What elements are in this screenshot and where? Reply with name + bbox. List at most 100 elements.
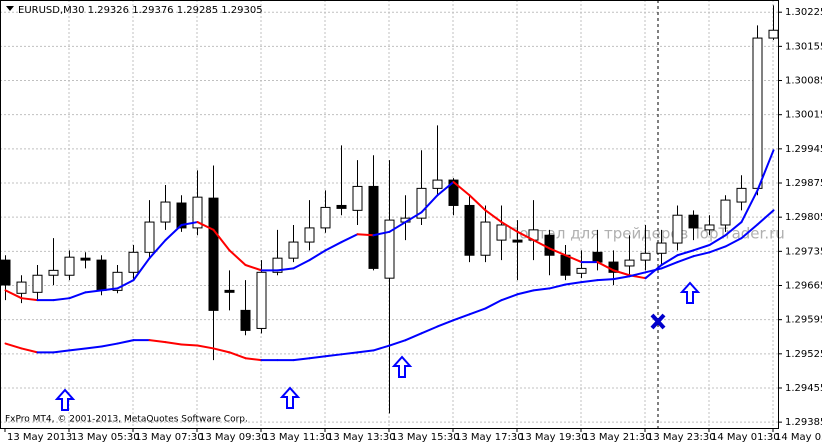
indicator-segment [660, 254, 679, 266]
y-tick-label: 1.29945 [785, 144, 822, 155]
indicator-segment [100, 287, 119, 292]
candle-body [256, 271, 267, 329]
indicator-segment [116, 339, 135, 345]
indicator-segment [180, 221, 199, 226]
indicator-segment [532, 287, 551, 292]
x-tick-label: 13 May 19:30 [519, 432, 588, 443]
indicator-segment [84, 345, 103, 350]
indicator-segment [196, 221, 215, 231]
indicator-segment [308, 355, 327, 360]
indicator-segment [52, 297, 71, 302]
indicator-segment [676, 255, 695, 264]
indicator-segment [660, 261, 679, 270]
indicator-segment [164, 223, 183, 242]
indicator-segment [740, 223, 759, 240]
indicator-segment [404, 332, 423, 342]
candle-body [144, 221, 155, 253]
candle-body [448, 179, 459, 206]
x-tick-label: 13 May 11:30 [263, 432, 332, 443]
indicator-segment [292, 357, 311, 362]
y-tick-label: 1.30225 [785, 7, 822, 18]
indicator-segment [404, 211, 423, 224]
indicator-segment [612, 275, 631, 281]
indicator-segment [68, 291, 87, 300]
candle-body [128, 251, 139, 273]
indicator-segment [596, 261, 615, 272]
title-marker [6, 6, 14, 11]
indicator-segment [548, 283, 567, 290]
y-tick-label: 1.29805 [785, 212, 822, 223]
indicator-segment [4, 342, 23, 350]
indicator-segment [244, 357, 263, 362]
candle-body [560, 254, 571, 276]
candle-body [624, 259, 635, 267]
indicator-segment [516, 289, 535, 296]
chart-title: EURUSD,M30 1.29326 1.29376 1.29285 1.293… [18, 5, 263, 16]
y-tick-label: 1.29735 [785, 246, 822, 257]
candle-body [480, 221, 491, 256]
candle-body [320, 206, 331, 229]
indicator-segment [724, 221, 743, 237]
candle-body [368, 185, 379, 269]
x-tick-label: 13 May 15:30 [391, 432, 460, 443]
indicator-segment [420, 194, 439, 214]
indicator-segment [292, 259, 311, 270]
indicator-segment [116, 279, 135, 290]
candle-body [704, 224, 715, 231]
x-tick-label: 13 May 17:30 [455, 432, 524, 443]
indicator-segment [180, 343, 199, 347]
indicator-segment [740, 189, 759, 224]
indicator-segment [436, 181, 455, 197]
indicator-segment [340, 351, 359, 356]
indicator-segment [580, 279, 599, 284]
candle-body [0, 259, 11, 286]
x-tick-label: 13 May 23:30 [647, 432, 716, 443]
indicator-segment [420, 325, 439, 335]
candle-body [656, 242, 667, 254]
y-tick-label: 1.30155 [785, 41, 822, 52]
candle-body [416, 187, 427, 219]
buy-arrow [279, 386, 301, 409]
indicator-segment [4, 289, 23, 300]
candle-body [224, 289, 235, 293]
indicator-segment [436, 319, 455, 328]
candle-body [304, 227, 315, 243]
indicator-segment [388, 221, 407, 233]
candle-body [208, 197, 219, 311]
y-tick-label: 1.29455 [785, 383, 822, 394]
candle-body [16, 281, 27, 294]
indicator-segment [228, 249, 247, 266]
candle-body [192, 196, 203, 229]
candle-body [688, 214, 699, 229]
candle-body [160, 201, 171, 223]
footer: FxPro MT4, © 2001-2013, MetaQuotes Softw… [5, 415, 248, 425]
indicator-segment [276, 267, 295, 272]
indicator-segment [324, 353, 343, 358]
y-tick-label: 1.29665 [785, 280, 822, 291]
buy-arrow [54, 388, 76, 411]
candle-body [768, 29, 779, 39]
indicator-segment [756, 149, 775, 192]
indicator-segment [148, 239, 167, 260]
candle-body [640, 252, 651, 261]
indicator-segment [52, 349, 71, 354]
x-tick-label: 13 May 05:30 [71, 432, 140, 443]
candle-body [384, 219, 395, 279]
indicator-segment [692, 251, 711, 258]
x-tick-label: 13 May 09:30 [199, 432, 268, 443]
indicator-segment [324, 241, 343, 252]
plot [0, 5, 779, 414]
indicator-segment [452, 313, 471, 322]
candle-body [576, 267, 587, 274]
buy-arrow [679, 281, 701, 304]
y-tick-label: 1.29875 [785, 178, 822, 189]
y-tick-label: 1.29595 [785, 315, 822, 326]
indicator-segment [388, 339, 407, 347]
indicator-segment [468, 194, 487, 212]
indicator-segment [20, 347, 39, 354]
candle-body [352, 185, 363, 211]
indicator-segment [100, 342, 119, 348]
indicator-segment [148, 339, 167, 344]
indicator-segment [644, 267, 663, 274]
